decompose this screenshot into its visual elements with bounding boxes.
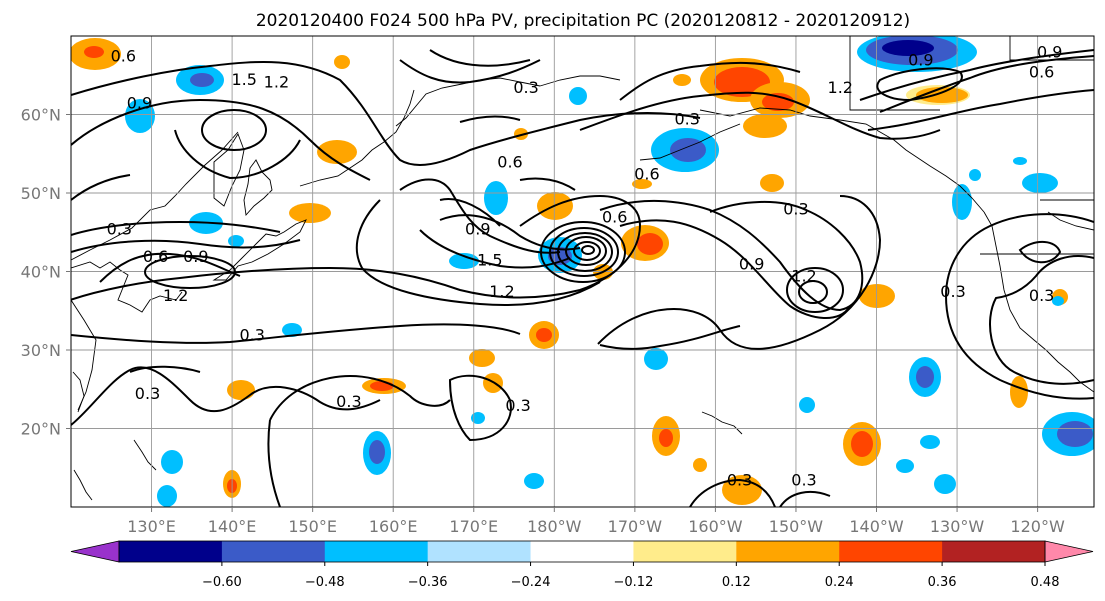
lon-tick-label: 130°E	[127, 517, 176, 536]
colorbar-tick-label: −0.60	[202, 575, 242, 590]
contour-label: 0.9	[1037, 43, 1062, 62]
contour-label: 0.3	[240, 325, 265, 344]
lat-tick-label: 20°N	[21, 420, 61, 439]
colorbar-segment	[530, 541, 634, 562]
colorbar-tick-label: 0.36	[928, 575, 957, 590]
lon-tick-label: 140°W	[849, 517, 904, 536]
contour-label: 0.3	[107, 219, 132, 238]
lat-tick-label: 30°N	[21, 341, 61, 360]
colorbar-segment	[736, 541, 840, 562]
colorbar-tick-label: 0.24	[825, 575, 854, 590]
contour-label: 1.2	[828, 78, 853, 97]
colorbar-segment	[942, 541, 1046, 562]
contour-label: 0.3	[791, 471, 816, 490]
colorbar-frame	[118, 540, 1046, 563]
axis-labels: 130°E 140°E 150°E 160°E 170°E 180°W 170°W 160°W…	[21, 106, 1065, 537]
precip-shading	[71, 36, 1094, 507]
contour-label: 0.9	[739, 255, 764, 274]
coastlines	[71, 36, 1094, 501]
contour-label: 0.3	[1029, 286, 1054, 305]
contour-label: 1.2	[489, 282, 514, 301]
contour-label: 0.3	[783, 200, 808, 219]
colorbar-tick-label: −0.24	[511, 575, 551, 590]
contour-label: 1.2	[791, 266, 816, 285]
contour-label: 0.3	[513, 78, 538, 97]
lon-tick-label: 150°E	[288, 517, 337, 536]
lon-tick-label: 150°W	[769, 517, 824, 536]
map-area: 1.5 1.20.90.60.30.30.60.60.31.20.90.60.90…	[71, 36, 1094, 507]
contour-label: 0.6	[143, 247, 168, 266]
positive-precip-shading	[71, 38, 1068, 505]
contour-label: 0.9	[127, 94, 152, 113]
lon-tick-label: 170°E	[449, 517, 498, 536]
colorbar-segment	[119, 541, 223, 562]
colorbar-tick-label: −0.48	[305, 575, 345, 590]
contour-label: 0.3	[505, 396, 530, 415]
lon-tick-label: 160°W	[688, 517, 743, 536]
colorbar-segment	[633, 541, 737, 562]
lon-tick-label: 160°E	[369, 517, 418, 536]
contour-label: 0.9	[465, 219, 490, 238]
contour-label: 0.6	[497, 153, 522, 172]
lon-tick-label: 170°W	[608, 517, 663, 536]
contour-label: 0.6	[634, 164, 659, 183]
contour-label: 0.3	[135, 384, 160, 403]
contour-label: 0.3	[940, 282, 965, 301]
contour-label: 0.9	[908, 51, 933, 70]
pv-contours	[71, 49, 1094, 507]
colorbar-segment	[221, 541, 326, 562]
contour-label: 1.5	[231, 70, 256, 89]
contour-label: 0.3	[336, 392, 361, 411]
contour-labels: 1.5 1.20.90.60.30.30.60.60.31.20.90.60.90…	[107, 43, 1063, 490]
negative-precip-shading	[125, 36, 1094, 507]
contour-label: 0.6	[111, 47, 136, 66]
contour-label: 1.2	[163, 286, 188, 305]
lon-tick-label: 180°W	[527, 517, 582, 536]
lat-tick-label: 40°N	[21, 263, 61, 282]
colorbar-tick-label: 0.48	[1031, 575, 1060, 590]
colorbar-extend-min	[70, 540, 120, 563]
map-title: 2020120400 F024 500 hPa PV, precipitatio…	[256, 11, 910, 31]
contour-label: 1.2	[264, 73, 289, 92]
colorbar-extend-max	[1044, 540, 1094, 563]
contour-label: 0.6	[1029, 62, 1054, 81]
contour-label: 0.3	[727, 471, 752, 490]
contour-label: 0.3	[674, 109, 699, 128]
colorbar-segment	[839, 541, 943, 562]
colorbar-tick-label: 0.12	[722, 575, 751, 590]
contour-label: 0.6	[602, 208, 627, 227]
colorbar-tick-label: −0.36	[408, 575, 448, 590]
lat-tick-label: 50°N	[21, 184, 61, 203]
contour-label: 1.5	[477, 251, 502, 270]
colorbar-segment	[324, 541, 429, 562]
lat-tick-label: 60°N	[21, 106, 61, 125]
lon-tick-label: 140°E	[208, 517, 257, 536]
contour-label: 0.9	[183, 247, 208, 266]
colorbar-tick-label: −0.12	[614, 575, 654, 590]
lon-tick-label: 120°W	[1010, 517, 1065, 536]
colorbar: −0.60 −0.48 −0.36 −0.24 −0.12 0.12 0.24 0.36 0.4…	[70, 540, 1094, 590]
colorbar-segment	[427, 541, 532, 562]
lon-tick-label: 130°W	[930, 517, 985, 536]
